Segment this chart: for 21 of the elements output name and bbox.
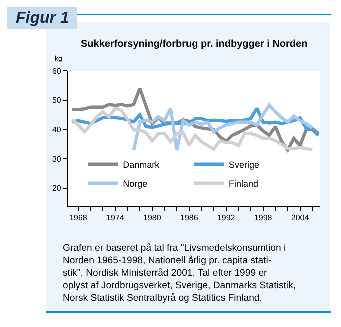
line-series: [70, 106, 314, 152]
chart-title: Figur 1: [16, 10, 70, 27]
y-tick-label: 50: [52, 96, 62, 106]
legend-label: Sverige: [228, 160, 260, 170]
x-tick-label: 1980: [144, 214, 162, 223]
x-tick-label: 1968: [70, 214, 88, 223]
legend-label: Finland: [228, 178, 258, 189]
chart-subtitle: Sukkerforsyning/forbrug pr. indbygger i Norden: [81, 39, 308, 50]
y-tick-label: 20: [52, 184, 62, 194]
line-series: [132, 104, 314, 152]
x-tick-label: 1974: [106, 214, 125, 223]
legend-label: Danmark: [123, 160, 160, 170]
x-tick-label: 1986: [180, 214, 199, 223]
y-tick-label: 30: [52, 154, 62, 164]
y-tick-label: 60: [52, 66, 62, 76]
x-tick-label: 1998: [254, 214, 273, 223]
legend-label: Norge: [123, 178, 148, 189]
x-tick-label: 1992: [217, 214, 236, 223]
x-tick-label: 2004: [291, 214, 310, 223]
y-tick-label: 40: [52, 126, 62, 134]
text: Grafen er baseret på tal fra "Livsmedelskonsumtion i Norden 1965-1998, Nationell årlig pr. capita stati- stik", Nordisk Ministerråd 2001. Tal efter 1999 er oplyst af Jordbrugsverket, Sverige, Danmarks Statistik, Norsk Statistik Sentralbyrå og Statitics Finland.: [63, 243, 296, 304]
